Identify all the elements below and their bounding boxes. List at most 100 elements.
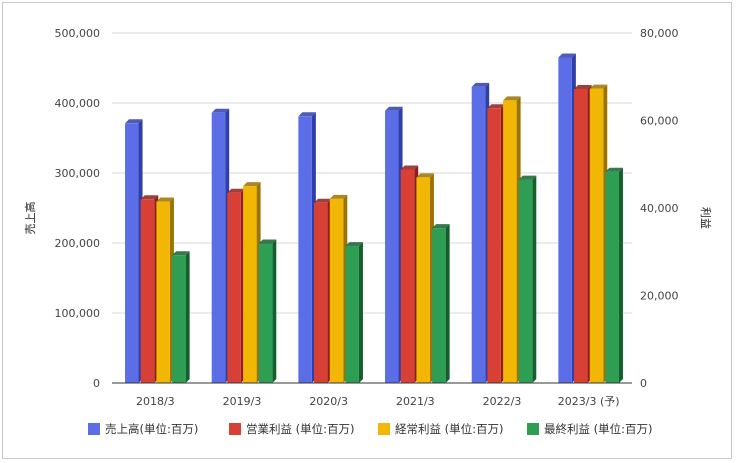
bar-top [487,104,505,109]
bar-top [298,112,316,117]
bar [156,197,174,383]
legend: 売上高(単位:百万) 営業利益 (単位:百万) 経常利益 (単位:百万) 最終利益 (… [88,422,653,436]
left-tick-label: 300,000 [55,167,101,180]
legend-item: 売上高(単位:百万) [88,422,198,436]
category-label: 2022/3 [483,395,522,408]
bar-front [558,57,572,383]
bar [487,104,505,383]
bar-top [172,251,190,256]
right-tick-label: 20,000 [640,290,679,303]
legend-swatch [527,423,539,435]
bar-top [329,194,348,199]
left-axis-title: 売上高 [23,202,37,235]
bar-top [243,182,261,187]
bar [298,112,316,384]
bar-front [574,89,588,383]
legend-swatch [229,423,241,435]
left-tick-label: 400,000 [55,97,101,110]
legend-swatch [88,423,100,435]
bar-side [185,251,190,383]
bar [345,242,363,383]
bar [416,173,434,383]
bar-front [172,255,186,383]
bar-front [211,112,226,384]
bar [432,224,450,383]
gridlines [112,32,632,384]
bar-top [345,242,363,247]
left-tick-label: 0 [93,377,100,390]
bar-top [503,96,521,101]
bar [574,85,592,383]
bar-top [211,108,230,113]
bar [243,182,261,383]
bar [503,96,521,383]
bar [400,165,419,383]
bar-front [243,186,257,383]
bar-front [400,169,415,383]
bar [385,106,403,383]
bar-front [416,177,430,383]
left-tick-label: 200,000 [55,237,101,250]
right-tick-label: 80,000 [640,27,679,40]
legend-label: 売上高(単位:百万) [105,422,198,436]
category-label: 2023/3 (予) [558,395,620,408]
left-tick-label: 100,000 [55,307,101,320]
legend-item: 営業利益 (単位:百万) [229,422,355,436]
bar [314,198,332,383]
bar-side [272,239,277,383]
bar [140,195,159,383]
bar [211,108,230,384]
bar-top [227,188,245,193]
bar-front [298,116,312,384]
bar-top [314,198,332,203]
right-tick-label: 0 [640,377,647,390]
bar-top [432,224,450,229]
bar-front [503,100,517,383]
legend-label: 経常利益 (単位:百万) [395,422,504,436]
bar-top [518,175,537,180]
legend-item: 最終利益 (単位:百万) [527,422,653,436]
right-tick-label: 40,000 [640,202,679,215]
bar-top [400,165,419,170]
right-axis-ticks: 0 20,000 40,000 60,000 80,000 [640,27,679,390]
bar-top [385,106,403,111]
right-tick-label: 60,000 [640,115,679,128]
legend-swatch [378,423,390,435]
bar-front [487,108,501,383]
left-axis-ticks: 0 100,000 200,000 300,000 400,000 500,000 [55,27,101,390]
bar-front [156,201,170,383]
bar-top [471,82,490,87]
bar-front [329,198,344,383]
bar-side [358,242,363,383]
bar-front [589,88,604,383]
bar-side [445,224,450,383]
legend-label: 最終利益 (単位:百万) [544,422,653,436]
category-label: 2020/3 [309,395,348,408]
bar-front [385,110,399,383]
bar-top [258,239,277,244]
bars [112,53,632,384]
bar-front [471,86,486,384]
bar [518,175,537,383]
bar-front [314,202,328,383]
bar-front [140,199,155,383]
bar-top [156,197,174,202]
bar-side [532,175,537,383]
bar [589,84,608,383]
bar-top [574,85,592,89]
bar-front [227,192,241,383]
bar [172,251,190,383]
bar [329,194,348,383]
bar-front [518,179,533,383]
bar [605,167,623,383]
category-label: 2018/3 [136,395,175,408]
legend-label: 営業利益 (単位:百万) [246,422,355,436]
bar-front [345,246,359,383]
bar-front [432,228,446,383]
bar-front [125,123,139,384]
bar-top [125,119,143,124]
bar-top [416,173,434,178]
bar-top [605,167,623,172]
bar-side [618,167,623,383]
bar [227,188,245,383]
